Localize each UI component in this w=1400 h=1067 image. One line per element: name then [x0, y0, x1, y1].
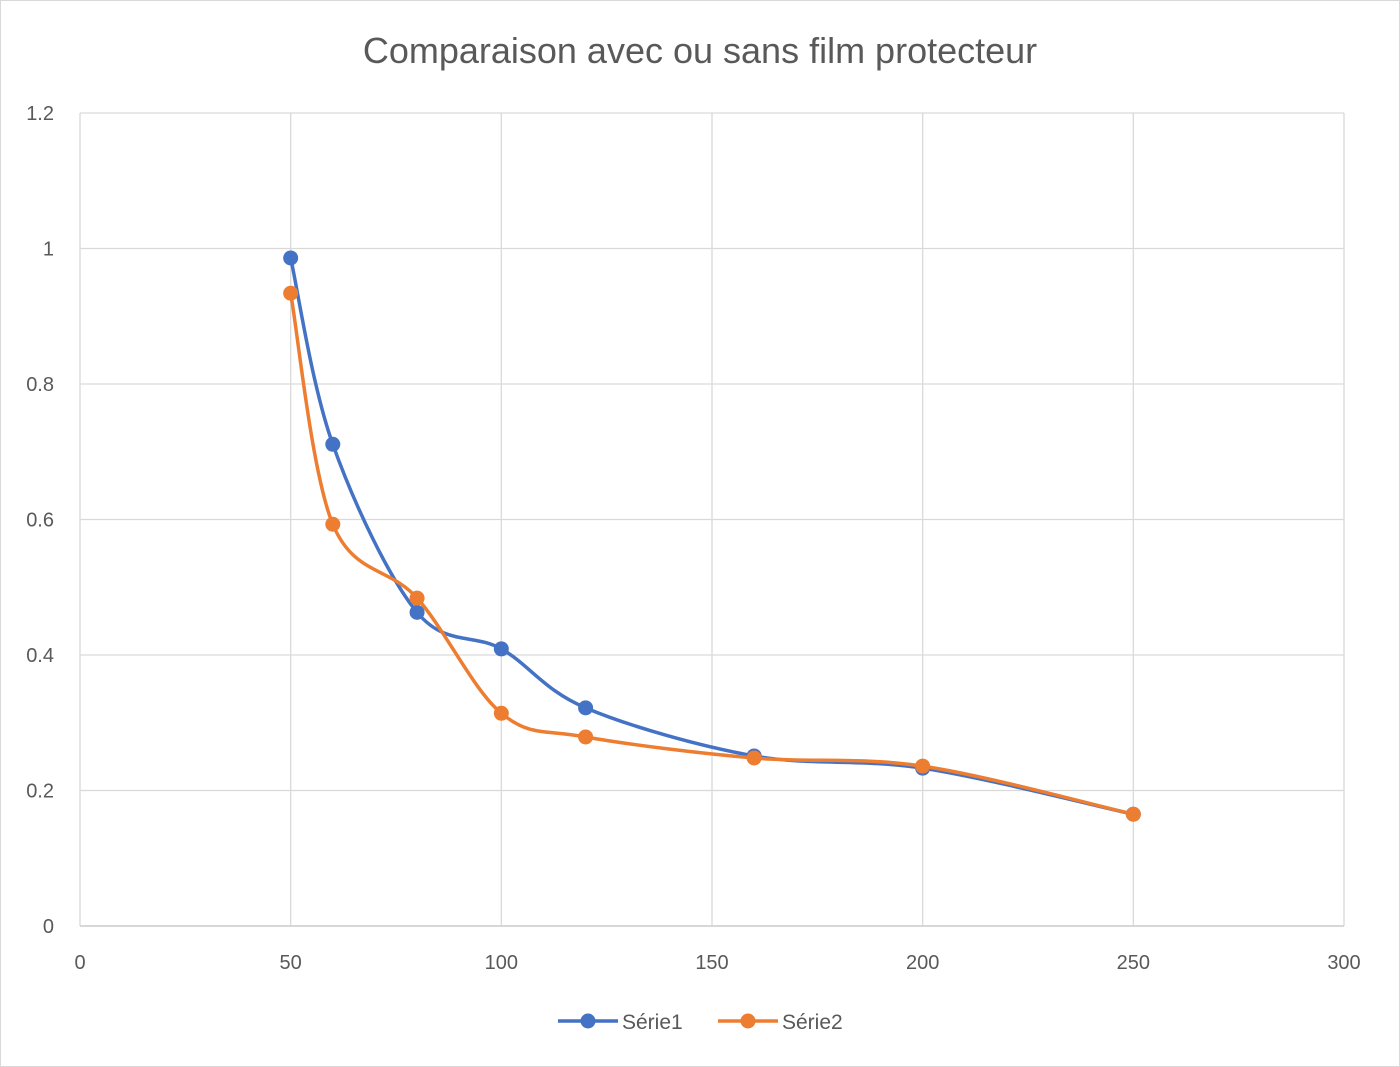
legend-marker	[740, 1013, 756, 1029]
y-tick-label: 0	[43, 916, 54, 938]
x-tick-label: 200	[906, 952, 939, 974]
data-point	[578, 729, 594, 745]
y-tick-label: 0.4	[26, 645, 54, 667]
data-point	[915, 758, 931, 774]
data-point	[409, 604, 425, 620]
y-tick-label: 0.6	[26, 510, 54, 532]
legend-marker	[580, 1013, 596, 1029]
y-axis-ticks: 0 0.2 0.4 0.6 0.8 1 1.2	[26, 103, 54, 938]
data-point	[283, 285, 299, 301]
data-point	[578, 700, 594, 716]
legend-label: Série1	[622, 1011, 683, 1034]
x-tick-label: 150	[695, 952, 728, 974]
data-point	[325, 516, 341, 532]
data-point	[325, 436, 341, 452]
x-tick-label: 300	[1327, 952, 1360, 974]
x-tick-label: 50	[280, 952, 302, 974]
data-point	[283, 250, 299, 266]
x-axis-ticks: 0 50 100 150 200 250 300	[74, 952, 1360, 974]
data-point	[746, 750, 762, 766]
series-group	[283, 250, 1141, 822]
y-tick-label: 0.8	[26, 374, 54, 396]
legend-label: Série2	[782, 1011, 843, 1034]
y-tick-label: 1	[43, 239, 54, 261]
y-tick-label: 0.2	[26, 781, 54, 803]
chart-title: Comparaison avec ou sans film protecteur	[363, 30, 1037, 71]
legend: Série1 Série2	[558, 1011, 843, 1034]
data-point	[493, 641, 509, 657]
gridlines	[79, 112, 1345, 927]
data-point	[1125, 806, 1141, 822]
x-tick-label: 250	[1117, 952, 1150, 974]
data-point	[493, 705, 509, 721]
x-tick-label: 0	[74, 952, 85, 974]
y-tick-label: 1.2	[26, 103, 54, 125]
data-point	[409, 590, 425, 606]
x-tick-label: 100	[485, 952, 518, 974]
